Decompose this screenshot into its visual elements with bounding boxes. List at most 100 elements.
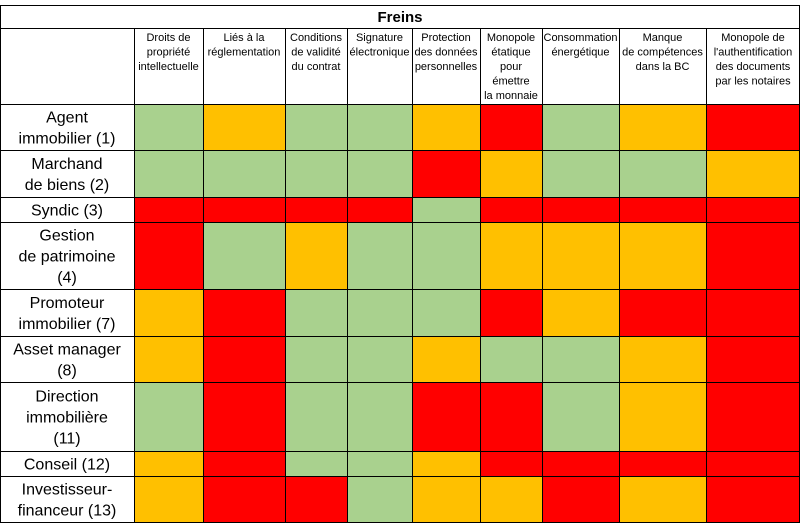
heatmap-cell <box>706 222 800 289</box>
heatmap-cell <box>285 336 347 382</box>
heatmap-cell <box>480 222 542 289</box>
chart-title: Freins <box>377 9 422 26</box>
row-header-line: Marchand <box>31 156 102 173</box>
heatmap-cell <box>542 150 619 197</box>
heatmap-cell <box>347 451 412 476</box>
row-header-line: immobilier (7) <box>19 316 116 333</box>
heatmap-cell <box>706 197 800 222</box>
heatmap-cell <box>134 222 203 289</box>
heatmap-cell <box>134 197 203 222</box>
row-header-line: de patrimoine <box>19 249 116 266</box>
heatmap-cell <box>285 382 347 451</box>
heatmap-cell <box>706 451 800 476</box>
column-header-line: Consommation <box>544 32 618 44</box>
heatmap-cell <box>285 222 347 289</box>
heatmap-cell <box>203 451 285 476</box>
heatmap-cell <box>619 222 706 289</box>
heatmap-cell <box>619 150 706 197</box>
heatmap-cell <box>203 382 285 451</box>
row-header-line: Investisseur- <box>22 482 113 499</box>
row-header-line: Agent <box>46 110 88 127</box>
heatmap-cell <box>706 476 800 522</box>
heatmap-cell <box>542 289 619 336</box>
heatmap-cell <box>203 222 285 289</box>
heatmap-cell <box>619 382 706 451</box>
column-header-line: de validité <box>291 47 341 59</box>
column-header-line: des données <box>415 47 478 59</box>
grid-lines <box>0 5 800 523</box>
heatmap-cell <box>542 222 619 289</box>
column-header-line: propriété <box>147 47 190 59</box>
row-header-line: (8) <box>57 363 77 380</box>
heatmap-cell <box>203 336 285 382</box>
row-header-line: Syndic (3) <box>31 203 103 220</box>
heatmap-cell <box>480 451 542 476</box>
heatmap-cell <box>203 476 285 522</box>
column-header: Conditions de validité du contrat <box>290 32 342 73</box>
heatmap-cell <box>412 476 480 522</box>
heatmap-cell <box>134 336 203 382</box>
row-header-line: Asset manager <box>13 342 121 359</box>
row-header-line: financeur (13) <box>18 503 117 520</box>
heatmap-cell <box>285 476 347 522</box>
column-header-line: Protection <box>421 32 471 44</box>
heatmap-cell <box>134 451 203 476</box>
column-header: Signature électronique <box>350 32 410 59</box>
heatmap-cell <box>412 289 480 336</box>
row-header: Conseil (12) <box>24 457 110 474</box>
heatmap-cell <box>134 476 203 522</box>
heatmap-cell <box>542 451 619 476</box>
row-header-line: Conseil (12) <box>24 457 110 474</box>
column-header-line: de compétences <box>622 47 703 59</box>
heatmap-cell <box>480 382 542 451</box>
heatmap-cell <box>347 476 412 522</box>
column-header-line: étatique <box>491 47 530 59</box>
heatmap-cell <box>542 476 619 522</box>
row-header: Direction immobilière (11) <box>26 389 108 448</box>
row-header-line: Gestion <box>39 228 94 245</box>
heatmap-cell <box>480 104 542 150</box>
heatmap-cell <box>706 382 800 451</box>
heatmap-cell <box>706 104 800 150</box>
row-header: Marchand de biens (2) <box>25 156 110 194</box>
heatmap-cell <box>706 150 800 197</box>
heatmap-cell <box>542 382 619 451</box>
column-header: Monopole de l'authentification des documen… <box>714 32 793 88</box>
row-header: Agent immobilier (1) <box>19 110 116 148</box>
heatmap-cell <box>619 104 706 150</box>
heatmap-cell <box>203 104 285 150</box>
column-header-line: intellectuelle <box>138 61 199 73</box>
heatmap-cell <box>619 336 706 382</box>
column-header-line: l'authentification <box>714 47 793 59</box>
row-header: Promoteur immobilier (7) <box>19 295 116 333</box>
column-header-line: Liés à la <box>224 32 266 44</box>
column-header-line: Signature <box>356 32 403 44</box>
row-header-line: (11) <box>53 431 80 448</box>
column-header-line: la monnaie <box>484 90 538 102</box>
column-header: Manque de compétences dans la BC <box>622 32 703 73</box>
heatmap-cell <box>480 336 542 382</box>
column-header-line: Droits de <box>146 32 190 44</box>
heatmap-cell <box>412 382 480 451</box>
heatmap-cell <box>203 150 285 197</box>
heatmap-cell <box>203 289 285 336</box>
column-header-line: dans la BC <box>636 61 690 73</box>
column-header: Liés à la réglementation <box>208 32 281 59</box>
heatmap-cell <box>542 104 619 150</box>
heatmap-cell <box>412 104 480 150</box>
heatmap-cell <box>134 150 203 197</box>
heatmap-cell <box>347 222 412 289</box>
heatmap-cell <box>347 289 412 336</box>
heatmap-cell <box>285 289 347 336</box>
row-header-line: Promoteur <box>30 295 105 312</box>
heatmap-cell <box>412 150 480 197</box>
column-header-line: pour <box>500 61 522 73</box>
row-header: Gestion de patrimoine (4) <box>19 228 116 287</box>
column-header-line: émettre <box>492 76 529 88</box>
column-header: Consommation énergétique <box>544 32 618 59</box>
heatmap-cell <box>347 150 412 197</box>
column-header-line: du contrat <box>292 61 341 73</box>
column-header-line: énergétique <box>551 47 609 59</box>
heatmap-cell <box>134 382 203 451</box>
heatmap-cell <box>480 476 542 522</box>
